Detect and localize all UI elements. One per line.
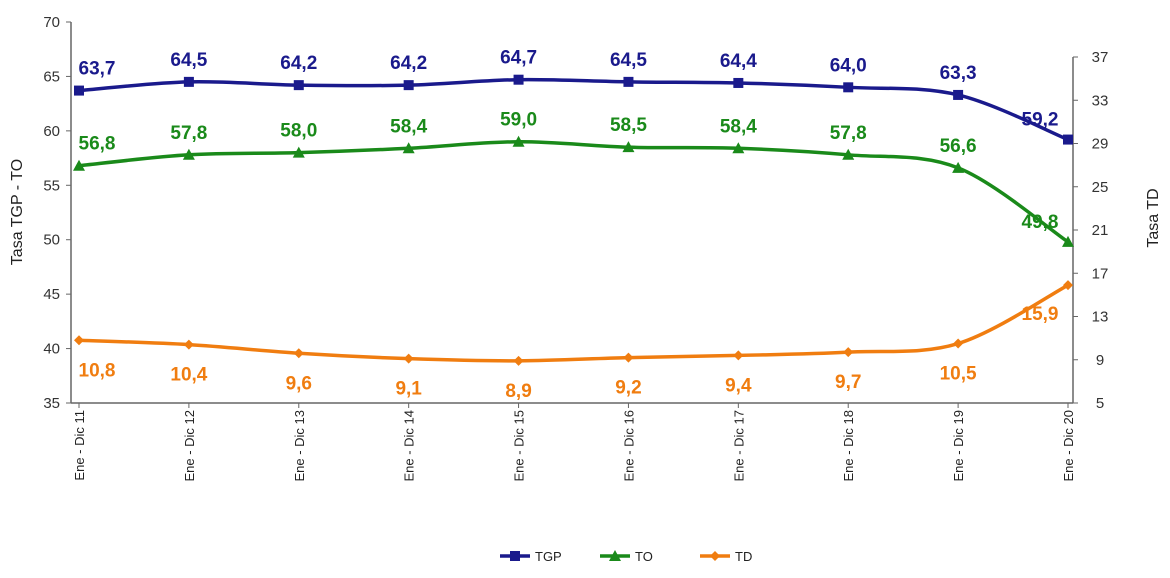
- data-point-tgp: [733, 77, 744, 88]
- data-label-to: 58,4: [720, 116, 757, 137]
- y-tick-label: 40: [43, 341, 60, 358]
- x-tick-label: Ene - Dic 18: [841, 410, 856, 482]
- data-label-td: 9,2: [615, 378, 641, 399]
- data-label-tgp: 64,7: [500, 48, 537, 69]
- y-tick-label: 35: [43, 395, 60, 412]
- data-label-tgp: 64,5: [170, 50, 207, 71]
- y-tick-label: 55: [43, 177, 60, 194]
- data-point-td: [513, 355, 524, 366]
- data-point-to: [73, 159, 85, 171]
- legend-marker-tgp: [510, 551, 520, 561]
- y2-tick-label: 5: [1096, 395, 1104, 412]
- data-point-to: [622, 141, 635, 153]
- data-label-to: 57,8: [170, 123, 207, 144]
- x-tick-label: Ene - Dic 17: [731, 410, 746, 482]
- data-label-to: 59,0: [500, 110, 537, 131]
- data-label-tgp: 64,4: [720, 51, 757, 72]
- data-label-td: 9,4: [725, 375, 752, 396]
- data-label-td: 8,9: [505, 381, 531, 402]
- data-point-td: [953, 338, 964, 349]
- data-label-tgp: 64,0: [830, 55, 867, 76]
- data-point-to: [512, 135, 525, 147]
- data-point-td: [183, 339, 194, 350]
- data-label-td: 10,4: [170, 365, 207, 386]
- y2-tick-label: 29: [1092, 136, 1109, 153]
- legend-label-to: TO: [635, 549, 653, 564]
- data-label-tgp: 64,2: [280, 53, 317, 74]
- y2-tick-label: 13: [1092, 309, 1109, 326]
- y2-tick-label: 9: [1096, 352, 1104, 369]
- data-label-td: 15,9: [1022, 304, 1059, 325]
- data-point-to: [182, 148, 195, 160]
- data-label-tgp: 63,3: [940, 63, 977, 84]
- data-label-to: 56,6: [940, 136, 977, 157]
- data-label-td: 9,7: [835, 372, 861, 393]
- data-label-to: 58,0: [280, 121, 317, 142]
- legend-marker-td: [710, 551, 720, 561]
- data-point-to: [1062, 235, 1074, 247]
- y-tick-label: 50: [43, 232, 60, 249]
- data-label-td: 9,6: [286, 373, 312, 394]
- data-point-to: [952, 161, 965, 173]
- data-label-tgp: 63,7: [79, 59, 116, 80]
- data-point-tgp: [74, 85, 84, 96]
- x-tick-label: Ene - Dic 15: [512, 410, 527, 482]
- x-tick-label: Ene - Dic 14: [402, 410, 417, 482]
- x-tick-label: Ene - Dic 12: [182, 410, 197, 482]
- data-label-to: 56,8: [79, 134, 116, 155]
- y-tick-label: 60: [43, 123, 60, 140]
- data-point-tgp: [843, 82, 854, 93]
- y2-tick-label: 21: [1092, 222, 1109, 239]
- data-point-td: [74, 335, 84, 346]
- data-label-tgp: 59,2: [1022, 110, 1059, 131]
- x-tick-label: Ene - Dic 19: [951, 410, 966, 482]
- data-point-tgp: [953, 89, 964, 100]
- data-point-td: [403, 353, 414, 364]
- data-label-to: 58,5: [610, 115, 647, 136]
- legend-label-td: TD: [735, 549, 752, 564]
- y-tick-label: 45: [43, 286, 60, 303]
- data-point-tgp: [403, 80, 414, 91]
- x-tick-label: Ene - Dic 13: [292, 410, 307, 482]
- y2-tick-label: 33: [1092, 92, 1109, 109]
- x-tick-label: Ene - Dic 16: [621, 410, 636, 482]
- data-label-td: 9,1: [395, 379, 422, 400]
- data-label-tgp: 64,5: [610, 50, 647, 71]
- series-line-tgp: [78, 77, 1069, 142]
- data-label-td: 10,5: [940, 364, 977, 385]
- data-point-to: [402, 142, 415, 154]
- x-tick-label: Ene - Dic 11: [72, 410, 87, 481]
- data-point-to: [292, 146, 305, 158]
- y-tick-label: 70: [43, 14, 60, 31]
- data-point-td: [293, 348, 304, 359]
- data-point-to: [732, 142, 745, 154]
- data-point-tgp: [183, 76, 194, 87]
- data-point-tgp: [513, 74, 524, 85]
- data-label-td: 10,8: [79, 360, 116, 381]
- x-tick-label: Ene - Dic 20: [1061, 410, 1076, 482]
- y2-tick-label: 17: [1092, 265, 1109, 282]
- y2-tick-label: 25: [1092, 179, 1109, 196]
- data-label-tgp: 64,2: [390, 53, 427, 74]
- data-label-to: 58,4: [390, 116, 427, 137]
- y2-axis-title: Tasa TD: [1145, 188, 1162, 247]
- y-tick-label: 65: [43, 68, 60, 85]
- legend-marker-to: [609, 550, 621, 561]
- data-point-to: [842, 148, 855, 160]
- data-point-td: [843, 347, 854, 358]
- data-point-td: [733, 350, 744, 361]
- y2-tick-label: 37: [1092, 49, 1109, 66]
- y-axis-title: Tasa TGP - TO: [9, 159, 26, 265]
- data-label-to: 57,8: [830, 123, 867, 144]
- data-point-td: [1063, 280, 1073, 291]
- data-label-to: 49,8: [1022, 212, 1059, 233]
- data-point-tgp: [293, 80, 304, 91]
- series-line-to: [78, 139, 1069, 244]
- data-point-td: [623, 352, 634, 363]
- legend-label-tgp: TGP: [535, 549, 562, 564]
- data-point-tgp: [623, 76, 634, 87]
- data-point-tgp: [1063, 134, 1073, 145]
- series-line-td: [78, 283, 1069, 363]
